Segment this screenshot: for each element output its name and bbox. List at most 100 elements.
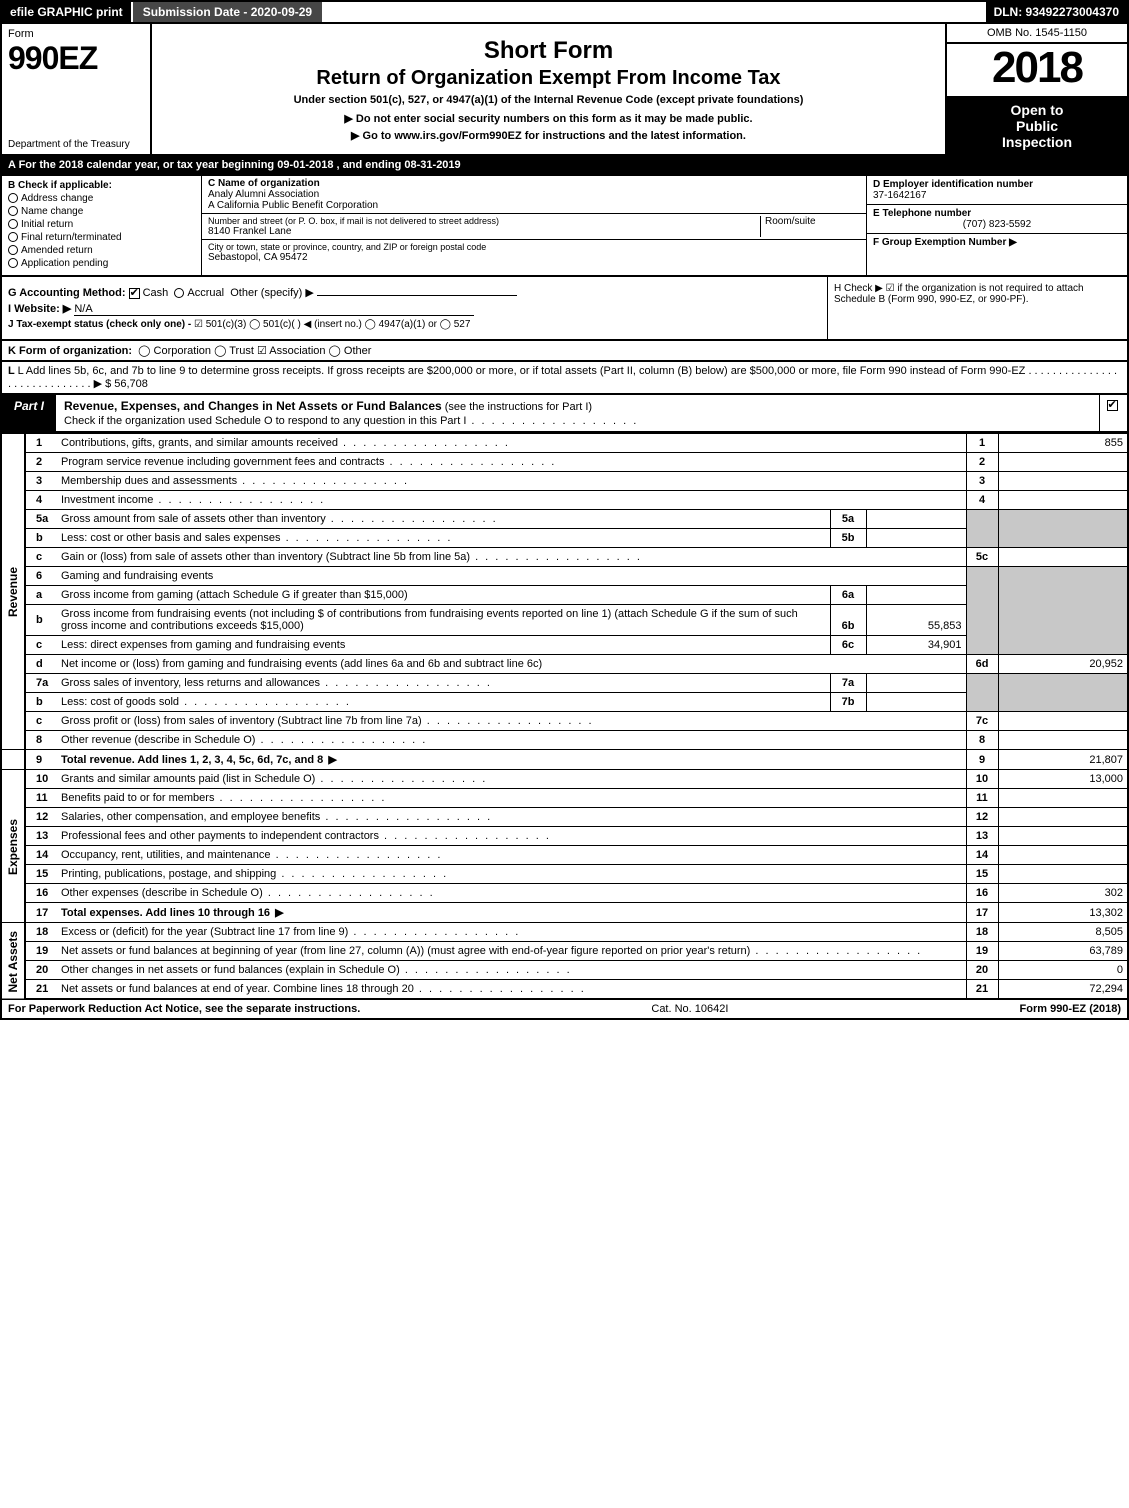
l7c-amt [998, 712, 1128, 731]
l14-amt [998, 846, 1128, 865]
l10-desc: Grants and similar amounts paid (list in… [57, 770, 966, 789]
cash-label: Cash [143, 287, 169, 299]
l14-num: 14 [25, 846, 57, 865]
open-line2: Public [947, 118, 1127, 134]
chk-initial-return-label: Initial return [21, 219, 73, 230]
row-12: 12 Salaries, other compensation, and emp… [1, 808, 1128, 827]
l6d-desc: Net income or (loss) from gaming and fun… [57, 655, 966, 674]
l7b-num: b [25, 693, 57, 712]
form-header: Form 990EZ Department of the Treasury Sh… [0, 24, 1129, 156]
l7c-num: c [25, 712, 57, 731]
l1-num: 1 [25, 434, 57, 453]
row-6c: c Less: direct expenses from gaming and … [1, 636, 1128, 655]
period-end: 08-31-2019 [404, 159, 460, 171]
section-b-header: B Check if applicable: [8, 180, 195, 191]
chk-final-return[interactable]: Final return/terminated [8, 232, 195, 243]
chk-amended-return[interactable]: Amended return [8, 245, 195, 256]
page-footer: For Paperwork Reduction Act Notice, see … [0, 1000, 1129, 1020]
l3-ln: 3 [966, 472, 998, 491]
gross-receipts-text: L Add lines 5b, 6c, and 7b to line 9 to … [8, 365, 1117, 390]
row-6a: a Gross income from gaming (attach Sched… [1, 586, 1128, 605]
room-suite: Room/suite [760, 216, 860, 237]
row-13: 13 Professional fees and other payments … [1, 827, 1128, 846]
row-7c: c Gross profit or (loss) from sales of i… [1, 712, 1128, 731]
l8-ln: 8 [966, 731, 998, 750]
l7a-num: 7a [25, 674, 57, 693]
org-name-label: C Name of organization [208, 178, 860, 189]
l17-desc: Total expenses. Add lines 10 through 16 [57, 903, 966, 923]
section-f: F Group Exemption Number ▶ [867, 234, 1127, 275]
ein-value: 37-1642167 [873, 190, 1121, 201]
subtitle: Under section 501(c), 527, or 4947(a)(1)… [158, 94, 939, 106]
form-of-org-opts[interactable]: ◯ Corporation ◯ Trust ☑ Association ◯ Ot… [138, 345, 371, 357]
l6a-num: a [25, 586, 57, 605]
org-subtype: A California Public Benefit Corporation [208, 200, 860, 211]
website-value: N/A [74, 303, 474, 316]
part1-tab: Part I [2, 395, 56, 431]
l11-amt [998, 789, 1128, 808]
l18-desc: Excess or (deficit) for the year (Subtra… [57, 923, 966, 942]
l8-amt [998, 731, 1128, 750]
l14-ln: 14 [966, 846, 998, 865]
part1-checkbox[interactable] [1099, 395, 1127, 431]
l17-amt: 13,302 [998, 903, 1128, 923]
ein-label: D Employer identification number [873, 179, 1121, 190]
l20-num: 20 [25, 961, 57, 980]
tax-exempt-label: J Tax-exempt status (check only one) - [8, 319, 194, 330]
chk-initial-return[interactable]: Initial return [8, 219, 195, 230]
efile-label[interactable]: efile GRAPHIC print [2, 2, 131, 22]
section-i: I Website: ▶ N/A [8, 302, 821, 316]
city-value: Sebastopol, CA 95472 [208, 252, 860, 263]
l5c-num: c [25, 548, 57, 567]
l12-num: 12 [25, 808, 57, 827]
room-suite-label: Room/suite [765, 216, 816, 227]
l8-desc: Other revenue (describe in Schedule O) [57, 731, 966, 750]
l5a-sn: 5a [830, 510, 866, 529]
section-h: H Check ▶ ☑ if the organization is not r… [827, 277, 1127, 339]
tax-exempt-opts[interactable]: ☑ 501(c)(3) ◯ 501(c)( ) ◀ (insert no.) ◯… [194, 319, 470, 330]
l19-num: 19 [25, 942, 57, 961]
l12-amt [998, 808, 1128, 827]
l6abc-grey-amt [998, 567, 1128, 655]
period-begin: 09-01-2018 [277, 159, 333, 171]
l1-ln: 1 [966, 434, 998, 453]
footer-left: For Paperwork Reduction Act Notice, see … [8, 1003, 360, 1015]
l2-num: 2 [25, 453, 57, 472]
l21-desc: Net assets or fund balances at end of ye… [57, 980, 966, 1000]
l3-num: 3 [25, 472, 57, 491]
row-5b: b Less: cost or other basis and sales ex… [1, 529, 1128, 548]
section-d: D Employer identification number 37-1642… [867, 176, 1127, 205]
chk-name-change[interactable]: Name change [8, 206, 195, 217]
l2-amt [998, 453, 1128, 472]
chk-application-pending[interactable]: Application pending [8, 258, 195, 269]
l13-desc: Professional fees and other payments to … [57, 827, 966, 846]
chk-cash[interactable] [129, 288, 140, 299]
chk-accrual[interactable] [174, 288, 184, 298]
row-11: 11 Benefits paid to or for members 11 [1, 789, 1128, 808]
l20-amt: 0 [998, 961, 1128, 980]
accounting-other-input[interactable] [317, 295, 517, 296]
form-number: 990EZ [8, 40, 144, 77]
l7a-sv [866, 674, 966, 693]
l19-ln: 19 [966, 942, 998, 961]
l21-ln: 21 [966, 980, 998, 1000]
row-14: 14 Occupancy, rent, utilities, and maint… [1, 846, 1128, 865]
footer-right: Form 990-EZ (2018) [1020, 1003, 1121, 1015]
l2-desc: Program service revenue including govern… [57, 453, 966, 472]
l15-amt [998, 865, 1128, 884]
section-c: C Name of organization Analy Alumni Asso… [202, 176, 867, 275]
l5c-amt [998, 548, 1128, 567]
row-20: 20 Other changes in net assets or fund b… [1, 961, 1128, 980]
l3-amt [998, 472, 1128, 491]
row-16: 16 Other expenses (describe in Schedule … [1, 884, 1128, 903]
l6c-sn: 6c [830, 636, 866, 655]
city-label: City or town, state or province, country… [208, 242, 860, 252]
schedule-b-check[interactable]: H Check ▶ ☑ if the organization is not r… [834, 283, 1084, 305]
phone-label: E Telephone number [873, 208, 1121, 219]
l6c-num: c [25, 636, 57, 655]
chk-address-change[interactable]: Address change [8, 193, 195, 204]
chk-name-change-label: Name change [21, 206, 83, 217]
l7c-ln: 7c [966, 712, 998, 731]
l7ab-grey [966, 674, 998, 712]
l5ab-grey-amt [998, 510, 1128, 548]
